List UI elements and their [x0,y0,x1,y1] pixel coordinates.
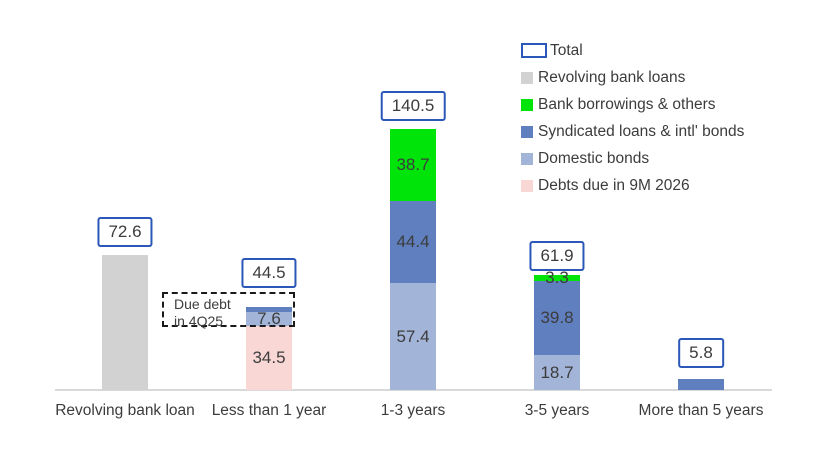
legend-item-label: Debts due in 9M 2026 [538,176,690,194]
legend-item-label: Revolving bank loans [538,68,686,86]
total-value-box: 5.8 [678,338,724,369]
legend-swatch-icon [521,179,533,192]
legend-item-label: Domestic bonds [538,149,650,167]
segment-value-label: 3.3 [545,268,569,288]
due-debt-annotation-line1: Due debt [174,296,231,312]
segment-value-label: 18.7 [540,362,574,382]
x-axis-label: 3-5 years [524,402,590,419]
legend-item-bank_borrowings: Bank borrowings & others [521,91,744,118]
segment-value-label: 57.4 [396,326,430,346]
legend-item-total: Total [521,37,744,64]
total-value-box: 72.6 [97,216,153,247]
bar-segment-domestic [534,355,580,390]
total-outline-swatch-icon [521,43,547,58]
legend-swatch-icon [521,98,533,111]
legend-item-label: Syndicated loans & intl' bonds [538,122,745,140]
segment-value-label: 39.8 [540,308,574,328]
x-axis-line [55,389,772,391]
bar-segment-syndicated [246,307,292,312]
legend-item-domestic: Domestic bonds [521,145,744,172]
legend-item-label: Total [550,41,583,59]
bar-segment-syndicated [678,379,724,390]
segment-value-label: 44.4 [396,231,430,251]
bar-segment-syndicated [390,200,436,284]
legend-item-syndicated: Syndicated loans & intl' bonds [521,118,744,145]
total-value-box: 140.5 [380,90,446,121]
bar-segment-domestic [390,283,436,390]
due-debt-annotation-line2: in 4Q25 [174,313,224,329]
x-axis-label: More than 5 years [638,402,764,419]
legend-item-label: Bank borrowings & others [538,95,716,113]
bar-segment-revolving [102,254,148,390]
legend-item-debts_9m: Debts due in 9M 2026 [521,172,744,199]
due-debt-annotation: Due debt in 4Q25 [162,292,295,329]
x-axis-label: 1-3 years [380,402,446,419]
bar-segment-debts_9m [246,325,292,390]
bar-segment-syndicated [534,281,580,356]
legend-swatch-icon [521,71,533,84]
legend: Total Revolving bank loans Bank borrowings… [521,37,744,199]
bar-segment-bank_borrowings [534,275,580,282]
bar-segment-bank_borrowings [390,128,436,201]
segment-value-label: 7.6 [257,308,281,328]
x-axis-label: Revolving bank loan [55,402,195,419]
segment-value-label: 34.5 [252,347,286,367]
segment-value-label: 38.7 [396,154,430,174]
legend-swatch-icon [521,125,533,138]
legend-swatch-icon [521,152,533,165]
bar-segment-domestic [246,311,292,326]
legend-item-revolving: Revolving bank loans [521,64,744,91]
x-axis-label: Less than 1 year [211,402,327,419]
total-value-box: 44.5 [241,258,297,289]
total-value-box: 61.9 [529,241,585,272]
